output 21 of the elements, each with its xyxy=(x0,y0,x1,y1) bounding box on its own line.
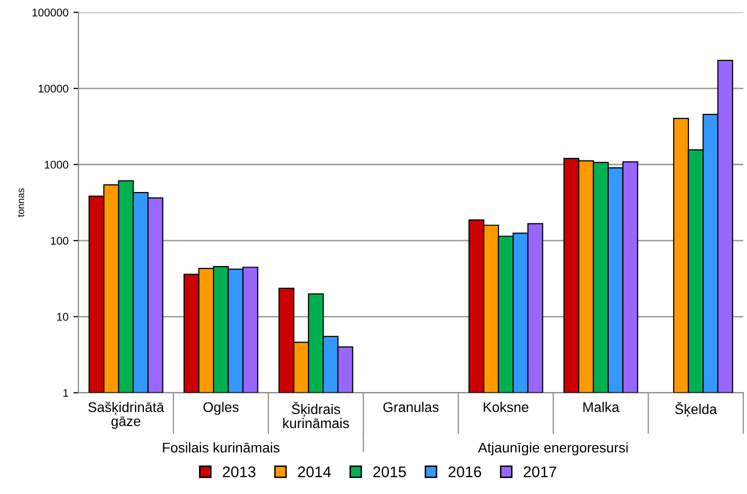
x-tick-label: Koksne xyxy=(484,402,528,412)
y-tick-label: 100 xyxy=(51,236,68,245)
x-tick-label: Granulas xyxy=(383,402,439,412)
x-tick-label: Malka xyxy=(583,402,620,412)
legend-label: 2013 xyxy=(222,466,256,478)
y-tick-label: 100000 xyxy=(32,8,68,16)
y-tick-label: 10000 xyxy=(38,84,68,93)
legend-label: 2017 xyxy=(524,466,556,478)
legend-label: 2015 xyxy=(373,466,406,478)
y-tick-label: 1000 xyxy=(44,160,68,169)
legend-label: 2016 xyxy=(448,466,482,478)
x-tick-label: Šķidrais kurināmais xyxy=(283,402,349,428)
text: Atjaunīgie energoresursi xyxy=(478,442,628,456)
x-tick-label: Ogles xyxy=(203,402,239,415)
text: Fosilais kurināmais xyxy=(162,442,280,453)
x-tick-label: Sašķidrinātā gāze xyxy=(88,402,164,429)
y-tick-label: 1 xyxy=(63,389,68,397)
y-axis-title: tonnas xyxy=(18,188,24,217)
x-tick-label: Šķelda xyxy=(675,402,718,417)
y-tick-label: 10 xyxy=(57,312,68,321)
legend-label: 2014 xyxy=(298,466,331,478)
